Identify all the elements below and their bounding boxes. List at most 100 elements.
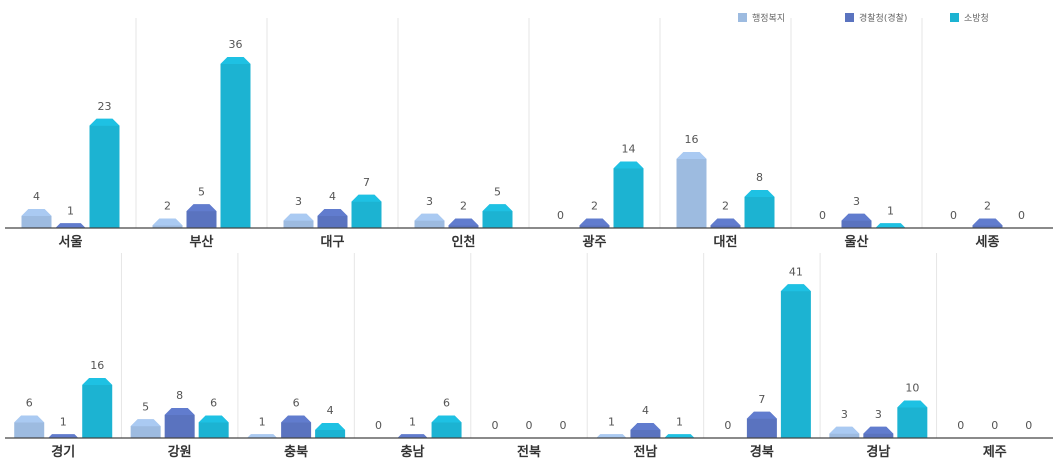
- data-label: 3: [875, 408, 882, 421]
- bar: [676, 152, 707, 228]
- data-label: 8: [176, 389, 183, 402]
- category-tick-label: 전남: [633, 444, 657, 460]
- legend-entry: 경찰청(경찰): [845, 12, 907, 24]
- data-label: 0: [526, 419, 533, 432]
- data-label: 0: [950, 209, 957, 222]
- category-tick-label: 서울: [59, 234, 83, 250]
- bar-top-bevel: [397, 434, 428, 438]
- bar-top-bevel: [431, 415, 462, 423]
- data-label: 0: [991, 419, 998, 432]
- bar: [744, 190, 775, 228]
- data-label: 5: [142, 400, 149, 413]
- data-label: 14: [622, 143, 636, 156]
- bar-top-bevel: [780, 284, 811, 292]
- category-tick-label: 충북: [284, 444, 308, 460]
- data-label: 7: [758, 393, 765, 406]
- bar-top-bevel: [613, 161, 644, 169]
- bar-top-bevel: [972, 218, 1003, 226]
- bar-top-bevel: [710, 218, 741, 226]
- data-label: 0: [819, 209, 826, 222]
- bar-top-bevel: [89, 118, 120, 126]
- data-label: 0: [1025, 419, 1032, 432]
- data-label: 16: [90, 359, 104, 372]
- category-tick-label: 세종: [976, 235, 1000, 250]
- bar-top-bevel: [841, 213, 872, 221]
- data-label: 2: [164, 200, 171, 213]
- bar-top-bevel: [186, 204, 217, 212]
- data-label: 1: [67, 204, 74, 217]
- bar-top-bevel: [596, 434, 627, 438]
- data-label: 6: [26, 397, 33, 410]
- legend-label: 행정복지: [752, 12, 785, 24]
- bar-top-bevel: [676, 152, 707, 159]
- data-label: 3: [295, 195, 302, 208]
- data-label: 6: [443, 397, 450, 410]
- legend-label: 소방청: [964, 13, 989, 24]
- category-tick-label: 강원: [168, 444, 192, 460]
- data-label: 0: [375, 419, 382, 432]
- bar-top-bevel: [247, 434, 278, 438]
- data-label: 3: [841, 408, 848, 421]
- data-label: 41: [789, 265, 803, 278]
- category-tick-label: 대구: [321, 235, 345, 250]
- bar-top-bevel: [351, 194, 382, 202]
- data-label: 4: [329, 190, 336, 203]
- bar-top-bevel: [55, 223, 86, 228]
- data-label: 1: [608, 415, 615, 428]
- bar: [897, 400, 928, 438]
- data-label: 3: [853, 195, 860, 208]
- bar-top-bevel: [863, 426, 894, 434]
- data-label: 2: [460, 200, 467, 213]
- data-label: 1: [887, 204, 894, 217]
- bar-top-bevel: [897, 400, 928, 408]
- data-label: 2: [591, 200, 598, 213]
- category-tick-label: 대전: [714, 234, 738, 250]
- bar-top-bevel: [152, 218, 183, 226]
- category-tick-label: 광주: [583, 235, 607, 250]
- data-label: 0: [557, 209, 564, 222]
- bar-top-bevel: [220, 57, 251, 64]
- bar-top-bevel: [630, 423, 661, 430]
- category-tick-label: 경기: [51, 444, 75, 460]
- data-label: 0: [492, 419, 499, 432]
- data-label: 10: [905, 382, 919, 395]
- bar: [164, 408, 195, 438]
- bar-top-bevel: [198, 415, 229, 423]
- category-tick-label: 경남: [866, 444, 890, 460]
- data-label: 1: [676, 415, 683, 428]
- data-label: 5: [494, 185, 501, 198]
- bar-top-bevel: [14, 415, 45, 423]
- bar-top-bevel: [317, 209, 348, 216]
- data-label: 2: [722, 200, 729, 213]
- legend-label: 경찰청(경찰): [859, 12, 907, 24]
- bar-top-bevel: [82, 378, 113, 385]
- bar: [89, 118, 120, 228]
- bar-top-bevel: [21, 209, 52, 216]
- bar-top-bevel: [315, 423, 346, 430]
- bar-top-bevel: [664, 434, 695, 438]
- data-label: 6: [210, 397, 217, 410]
- category-tick-label: 전북: [517, 444, 541, 460]
- data-label: 0: [560, 419, 567, 432]
- bar-top-bevel: [579, 218, 610, 226]
- category-tick-label: 경북: [750, 444, 774, 460]
- legend-swatch: [950, 13, 959, 22]
- data-label: 8: [756, 171, 763, 184]
- data-label: 1: [259, 415, 266, 428]
- category-tick-label: 제주: [983, 445, 1007, 460]
- data-label: 36: [229, 38, 243, 51]
- data-label: 1: [60, 415, 67, 428]
- category-tick-label: 인천: [452, 234, 476, 250]
- data-label: 4: [327, 404, 334, 417]
- data-label: 7: [363, 176, 370, 189]
- bar-top-bevel: [130, 419, 161, 427]
- category-tick-label: 부산: [190, 234, 214, 250]
- data-label: 23: [98, 100, 112, 113]
- legend-swatch: [845, 13, 854, 22]
- bar-top-bevel: [746, 411, 777, 419]
- data-label: 0: [724, 419, 731, 432]
- chart-panel: 4 1 23 서울 2 5 36 부산 3 4 7 대구 3 2 5 인천 0 2 14 광주 16 2 8 대전 0 3 1 울산 0…: [5, 18, 1053, 250]
